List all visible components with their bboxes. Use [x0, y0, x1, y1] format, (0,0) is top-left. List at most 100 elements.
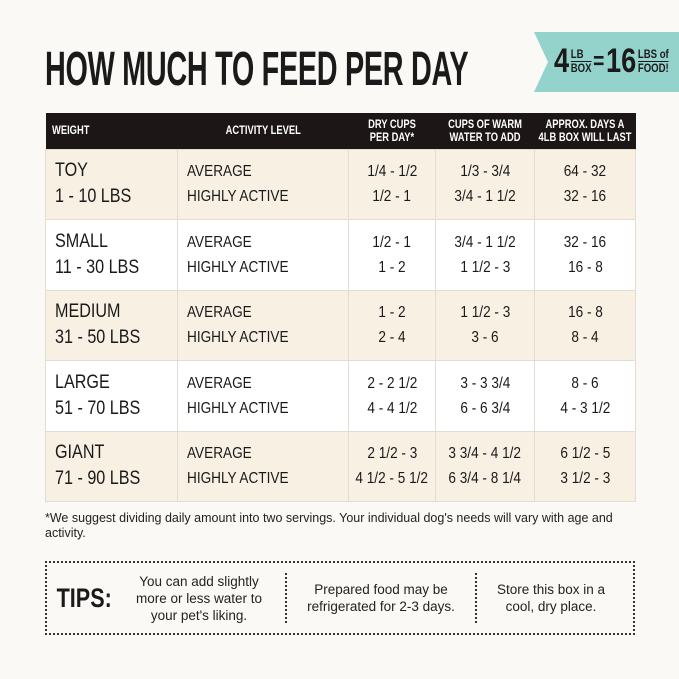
weight-range: 11 - 30 LBS: [55, 256, 140, 278]
days-cell: 32 - 16 16 - 8: [534, 219, 636, 291]
banner-lb: LB: [570, 48, 592, 62]
activity-cell-active: HIGHLY ACTIVE: [187, 258, 289, 276]
water-cell: 3 - 3 3/4 6 - 6 3/4: [435, 360, 535, 432]
footnote: *We suggest dividing daily amount into t…: [45, 511, 613, 540]
days-cell-active: 4 - 3 1/2: [560, 399, 610, 417]
activity-cell: AVERAGE HIGHLY ACTIVE: [177, 219, 349, 291]
dry-cups-cell: 2 - 2 1/2 4 - 4 1/2: [348, 360, 436, 432]
dry-cups-cell-average: 2 - 2 1/2: [367, 374, 417, 392]
banner-food: FOOD!: [637, 61, 669, 75]
header-weight: WEIGHT: [45, 113, 178, 149]
table-row: MEDIUM 31 - 50 LBS AVERAGE HIGHLY ACTIVE 1 -…: [45, 289, 636, 361]
days-cell-average: 6 1/2 - 5: [560, 445, 610, 463]
water-cell-active: 1 1/2 - 3: [460, 258, 510, 276]
activity-cell-active: HIGHLY ACTIVE: [187, 188, 289, 206]
days-cell-average: 32 - 16: [563, 233, 607, 251]
weight-range: 51 - 70 LBS: [55, 397, 141, 419]
divider: [285, 573, 287, 623]
dry-cups-cell-active: 4 1/2 - 5 1/2: [355, 470, 429, 488]
dry-cups-cell-active: 4 - 4 1/2: [367, 399, 417, 417]
banner-unit-lb-box: LB BOX: [570, 48, 592, 75]
header-days: APPROX. DAYS A 4LB BOX WILL LAST: [534, 113, 636, 149]
size-label: GIANT: [55, 442, 105, 464]
activity-cell-active: HIGHLY ACTIVE: [187, 329, 289, 347]
activity-cell: AVERAGE HIGHLY ACTIVE: [177, 360, 349, 432]
banner-number-4: 4: [554, 42, 570, 80]
header-water-label: CUPS OF WARM WATER TO ADD: [448, 116, 522, 144]
page-title: HOW MUCH TO FEED PER DAY: [45, 43, 469, 96]
header-days-label: APPROX. DAYS A 4LB BOX WILL LAST: [538, 116, 632, 144]
dry-cups-cell: 2 1/2 - 3 4 1/2 - 5 1/2: [348, 430, 436, 502]
activity-cell-average: AVERAGE: [187, 304, 252, 322]
water-cell-active: 6 - 6 3/4: [460, 399, 510, 417]
table-row: TOY 1 - 10 LBS AVERAGE HIGHLY ACTIVE 1/4 - 1…: [45, 148, 636, 220]
header-dry-cups-label: DRY CUPS PER DAY*: [368, 116, 416, 144]
days-cell-active: 3 1/2 - 3: [560, 470, 610, 488]
banner-lbs: LBS of: [637, 47, 669, 62]
weight-cell: LARGE 51 - 70 LBS: [45, 360, 178, 432]
days-cell-active: 32 - 16: [563, 188, 607, 206]
days-cell-average: 8 - 6: [571, 374, 599, 392]
days-cell-active: 16 - 8: [567, 258, 603, 276]
dry-cups-cell-average: 1/2 - 1: [372, 233, 412, 251]
water-cell-average: 3/4 - 1 1/2: [454, 233, 516, 251]
water-cell-average: 3 - 3 3/4: [460, 374, 510, 392]
banner-box: BOX: [570, 61, 592, 75]
feeding-table: WEIGHT ACTIVITY LEVEL DRY CUPS PER DAY* …: [45, 113, 636, 502]
weight-range: 1 - 10 LBS: [55, 186, 132, 208]
size-label: SMALL: [55, 230, 108, 252]
water-cell: 1 1/2 - 3 3 - 6: [435, 289, 535, 361]
water-cell: 3/4 - 1 1/2 1 1/2 - 3: [435, 219, 535, 291]
table-row: LARGE 51 - 70 LBS AVERAGE HIGHLY ACTIVE 2 - …: [45, 360, 636, 432]
activity-cell: AVERAGE HIGHLY ACTIVE: [177, 430, 349, 502]
dry-cups-cell: 1/4 - 1/2 1/2 - 1: [348, 148, 436, 220]
weight-cell: SMALL 11 - 30 LBS: [45, 219, 178, 291]
dry-cups-cell-active: 2 - 4: [378, 329, 406, 347]
table-row: GIANT 71 - 90 LBS AVERAGE HIGHLY ACTIVE 2 1/…: [45, 430, 636, 502]
days-cell: 6 1/2 - 5 3 1/2 - 3: [534, 430, 636, 502]
banner-equals: =: [593, 47, 605, 75]
activity-cell-average: AVERAGE: [187, 163, 252, 181]
tip-storage: Store this box in a cool, dry place.: [496, 582, 606, 614]
dry-cups-cell-average: 1 - 2: [378, 304, 406, 322]
activity-cell-average: AVERAGE: [187, 233, 252, 251]
water-cell: 3 3/4 - 4 1/2 6 3/4 - 8 1/4: [435, 430, 535, 502]
dry-cups-cell-average: 2 1/2 - 3: [367, 445, 417, 463]
water-cell-average: 1/3 - 3/4: [460, 163, 510, 181]
header-water: CUPS OF WARM WATER TO ADD: [435, 113, 535, 149]
activity-cell: AVERAGE HIGHLY ACTIVE: [177, 148, 349, 220]
activity-cell-average: AVERAGE: [187, 445, 252, 463]
dry-cups-cell-average: 1/4 - 1/2: [367, 163, 417, 181]
water-cell-active: 3/4 - 1 1/2: [454, 188, 516, 206]
dry-cups-cell: 1/2 - 1 1 - 2: [348, 219, 436, 291]
activity-cell: AVERAGE HIGHLY ACTIVE: [177, 289, 349, 361]
size-label: LARGE: [55, 371, 110, 393]
divider: [475, 573, 477, 623]
activity-cell-active: HIGHLY ACTIVE: [187, 470, 289, 488]
table-row: SMALL 11 - 30 LBS AVERAGE HIGHLY ACTIVE 1/2 …: [45, 219, 636, 291]
tip-refrigerate: Prepared food may be refrigerated for 2-…: [307, 582, 455, 614]
weight-range: 31 - 50 LBS: [55, 327, 141, 349]
water-cell-active: 3 - 6: [471, 329, 499, 347]
tip-water: You can add slightly more or less water …: [135, 573, 263, 623]
header-activity: ACTIVITY LEVEL: [177, 113, 349, 149]
days-cell: 8 - 6 4 - 3 1/2: [534, 360, 636, 432]
days-cell: 16 - 8 8 - 4: [534, 289, 636, 361]
box-yield-banner: 4 LB BOX = 16 LBS of FOOD!: [534, 32, 679, 92]
days-cell-average: 64 - 32: [563, 163, 607, 181]
water-cell-average: 3 3/4 - 4 1/2: [448, 445, 522, 463]
table-header: WEIGHT ACTIVITY LEVEL DRY CUPS PER DAY* …: [45, 113, 636, 149]
header-weight-label: WEIGHT: [51, 123, 89, 138]
banner-unit-lbs-food: LBS of FOOD!: [637, 47, 669, 75]
dry-cups-cell-active: 1 - 2: [378, 258, 406, 276]
banner-number-16: 16: [605, 42, 637, 80]
weight-cell: GIANT 71 - 90 LBS: [45, 430, 178, 502]
water-cell-active: 6 3/4 - 8 1/4: [448, 470, 522, 488]
tips-box: TIPS: You can add slightly more or less …: [45, 561, 635, 635]
activity-cell-active: HIGHLY ACTIVE: [187, 399, 289, 417]
activity-cell-average: AVERAGE: [187, 374, 252, 392]
header-activity-label: ACTIVITY LEVEL: [225, 123, 301, 138]
water-cell-average: 1 1/2 - 3: [460, 304, 510, 322]
dry-cups-cell: 1 - 2 2 - 4: [348, 289, 436, 361]
size-label: TOY: [55, 160, 88, 182]
